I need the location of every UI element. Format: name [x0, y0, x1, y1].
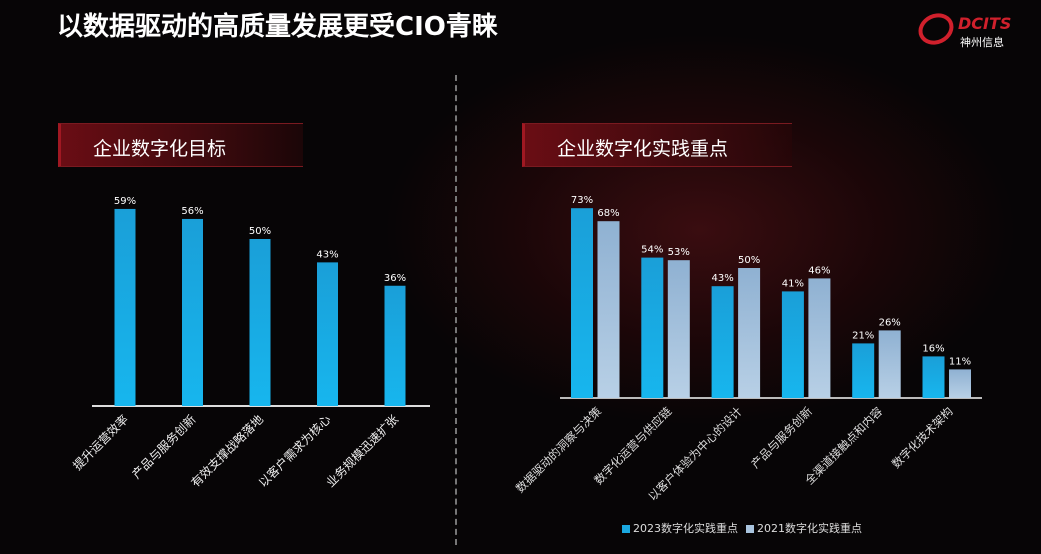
logo-text-cn: 神州信息	[960, 36, 1004, 49]
x-tick-label: 数字化技术架构	[889, 404, 956, 471]
bar	[249, 239, 271, 406]
bar	[667, 260, 690, 398]
data-label: 53%	[668, 247, 690, 258]
bar	[114, 208, 136, 406]
x-tick-label: 业务规模迅速扩张	[323, 412, 401, 490]
data-label: 73%	[571, 195, 593, 206]
data-label: 54%	[641, 245, 663, 256]
divider	[455, 75, 457, 545]
x-tick-label: 产品与服务创新	[129, 412, 199, 482]
data-label: 56%	[181, 206, 203, 217]
x-tick-label: 有效支撑战略落地	[188, 412, 266, 490]
logo-text-en: DCITS	[958, 14, 1012, 33]
x-tick-label: 数据驱动的洞察与决策	[513, 404, 605, 496]
data-label: 50%	[249, 226, 271, 237]
x-tick-label: 数字化运营与供应链	[591, 404, 674, 487]
bar	[738, 268, 761, 398]
data-label: 21%	[852, 330, 874, 341]
data-label: 11%	[949, 356, 971, 367]
bar	[808, 278, 831, 398]
dcits-logo: DCITS 神州信息	[913, 7, 1028, 51]
x-tick-label: 提升运营效率	[70, 412, 132, 474]
legend-swatch-2023	[622, 525, 630, 533]
left-chart-title: 企业数字化目标	[93, 138, 227, 160]
bar	[571, 208, 593, 398]
data-label: 59%	[114, 196, 136, 207]
right-chart-banner: 企业数字化实践重点	[522, 123, 792, 167]
x-tick-label: 产品与服务创新	[748, 404, 815, 471]
legend-item-2021: 2021数字化实践重点	[746, 520, 862, 536]
bar	[711, 286, 734, 398]
legend: 2023数字化实践重点 2021数字化实践重点	[622, 520, 862, 536]
left-chart-banner: 企业数字化目标	[58, 123, 303, 167]
bar	[878, 330, 901, 398]
bar	[597, 221, 620, 398]
bar	[852, 343, 875, 398]
right-chart-title: 企业数字化实践重点	[557, 138, 729, 160]
bar	[182, 218, 203, 406]
data-label: 26%	[879, 317, 901, 328]
bar	[949, 369, 971, 398]
legend-label-2021: 2021数字化实践重点	[757, 522, 862, 535]
data-label: 16%	[922, 343, 944, 354]
data-label: 36%	[384, 273, 406, 284]
x-tick-label: 以客户需求为核心	[255, 412, 333, 490]
x-tick-label: 全渠道接触点和内容	[802, 404, 885, 487]
page-title: 以数据驱动的高质量发展更受CIO青睐	[57, 12, 498, 42]
bar	[317, 262, 338, 406]
legend-item-2023: 2023数字化实践重点	[622, 520, 738, 536]
data-label: 43%	[316, 249, 338, 260]
bar	[641, 257, 664, 398]
bar	[922, 356, 945, 398]
bar	[781, 291, 804, 398]
data-label: 50%	[738, 255, 760, 266]
data-label: 46%	[808, 265, 830, 276]
legend-swatch-2021	[746, 525, 754, 533]
data-label: 43%	[711, 273, 733, 284]
data-label: 41%	[782, 278, 804, 289]
legend-label-2023: 2023数字化实践重点	[633, 522, 738, 535]
data-label: 68%	[597, 208, 619, 219]
bar	[384, 285, 406, 406]
